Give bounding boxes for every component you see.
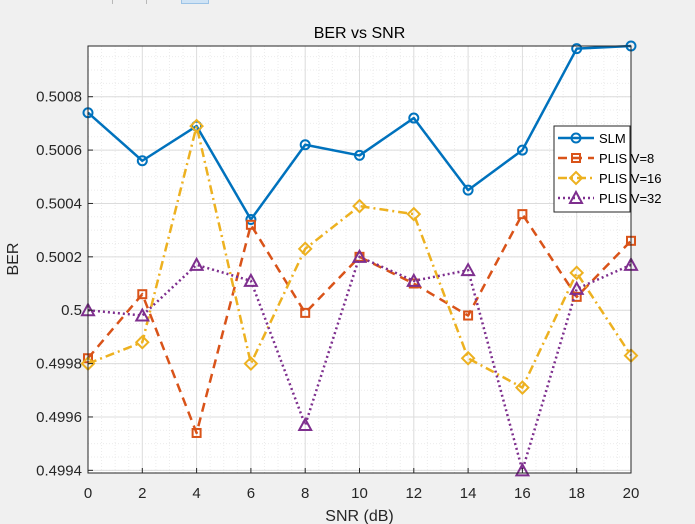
data-point — [406, 206, 422, 222]
toolbar-separator — [112, 0, 113, 4]
legend-label: PLIS V=32 — [599, 191, 662, 206]
x-tick-label: 8 — [301, 485, 309, 502]
series-layer — [80, 40, 639, 477]
x-tick-label: 6 — [247, 485, 255, 502]
x-tick-label: 10 — [351, 485, 368, 502]
data-point — [569, 280, 585, 295]
y-tick-label: 0.5004 — [36, 195, 82, 212]
x-axis: 0 2 4 6 8 10 12 14 16 18 20 — [84, 468, 640, 502]
x-tick-label: 20 — [623, 485, 640, 502]
y-axis: 0.4994 0.4996 0.4998 0.5 0.5002 0.5004 0.5006 0… — [36, 89, 93, 479]
data-point — [352, 198, 367, 214]
data-point — [408, 112, 420, 124]
minor-grid — [88, 46, 631, 473]
series-line — [87, 212, 632, 435]
data-point — [463, 310, 474, 321]
data-point — [243, 272, 259, 287]
data-point — [460, 262, 476, 277]
data-point — [351, 248, 368, 263]
data-point — [243, 356, 259, 371]
toolbar-strip — [0, 0, 695, 4]
data-point — [245, 219, 256, 230]
toolbar-button[interactable] — [181, 0, 209, 4]
y-tick-label: 0.5002 — [36, 249, 82, 266]
x-tick-label: 0 — [84, 485, 92, 502]
data-point — [245, 213, 257, 225]
legend-item: PLIS V=8 — [558, 151, 654, 166]
x-tick-label: 4 — [192, 485, 200, 502]
data-point — [134, 307, 150, 322]
legend-item: PLIS V=16 — [558, 170, 662, 186]
data-point — [297, 241, 313, 257]
data-point — [137, 289, 148, 300]
data-point — [354, 149, 365, 161]
y-tick-label: 0.4994 — [36, 462, 82, 479]
toolbar-separator — [146, 0, 147, 4]
data-point — [514, 380, 530, 396]
y-tick-label: 0.5 — [61, 302, 82, 319]
data-point — [569, 265, 585, 281]
chart-title: BER vs SNR — [314, 25, 406, 42]
x-tick-label: 14 — [460, 485, 477, 502]
data-point — [297, 416, 313, 431]
series-line — [87, 44, 632, 221]
y-tick-label: 0.4998 — [36, 356, 82, 373]
x-axis-label: SNR (dB) — [325, 508, 393, 524]
legend-marker — [571, 153, 581, 163]
data-point — [188, 256, 205, 271]
y-tick-label: 0.5006 — [36, 142, 82, 159]
legend-label: PLIS V=16 — [599, 171, 662, 186]
y-tick-label: 0.4996 — [36, 409, 82, 426]
x-tick-label: 12 — [405, 485, 422, 502]
data-point — [299, 139, 311, 151]
legend-box — [553, 125, 631, 213]
data-point — [517, 209, 528, 220]
legend-item: SLM — [558, 131, 626, 146]
data-point — [134, 334, 150, 350]
data-point — [516, 144, 528, 156]
x-tick-label: 18 — [568, 485, 585, 502]
legend-marker — [568, 170, 584, 186]
data-point — [514, 462, 531, 477]
legend: SLM PLIS V=8 PLIS V=16 PLIS V=32 — [553, 125, 662, 213]
data-point — [462, 184, 474, 196]
x-tick-label: 2 — [138, 485, 146, 502]
series-plis-v-32 — [80, 248, 639, 477]
legend-marker — [568, 189, 584, 204]
legend-item: PLIS V=32 — [558, 189, 662, 206]
data-point — [406, 272, 422, 287]
legend-label: PLIS V=8 — [599, 151, 654, 166]
legend-marker — [570, 132, 582, 144]
x-tick-label: 16 — [514, 485, 531, 502]
data-point — [571, 43, 583, 55]
series-line — [87, 255, 632, 472]
data-point — [136, 155, 148, 167]
data-point — [191, 427, 202, 438]
data-point — [189, 118, 205, 134]
series-line — [87, 124, 633, 389]
data-point — [300, 307, 311, 318]
y-axis-label: BER — [5, 243, 22, 276]
data-point — [460, 350, 476, 366]
y-tick-label: 0.5008 — [36, 89, 82, 106]
legend-label: SLM — [599, 131, 626, 146]
